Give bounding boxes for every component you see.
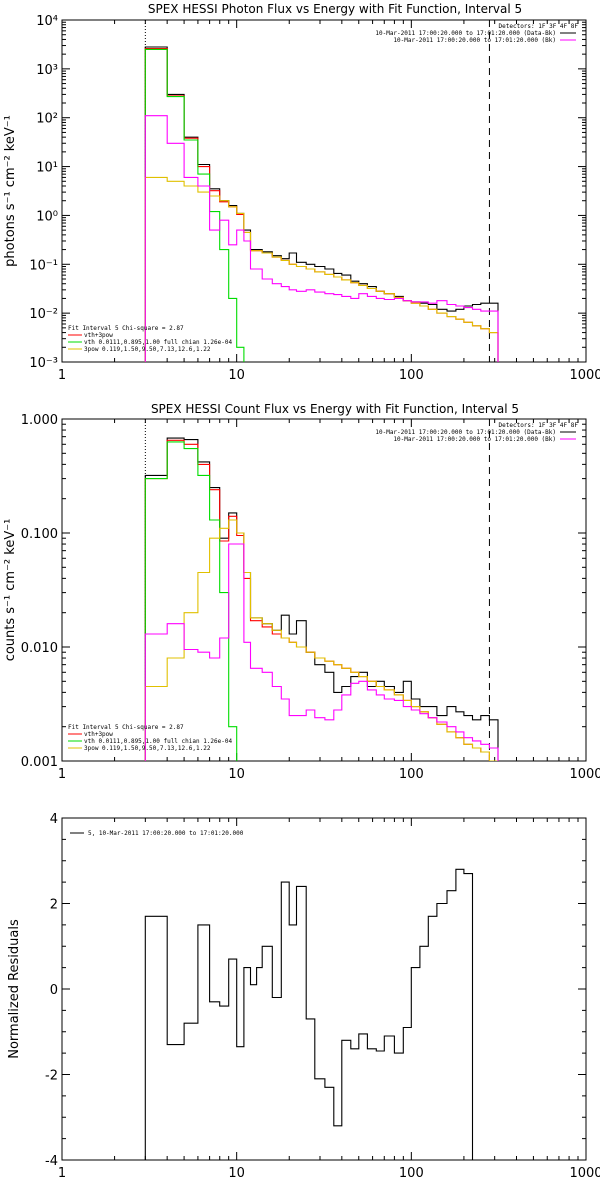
legend-left-entry: 3pow 0.119,1.50,9.50,7.13,12.6,1.22 xyxy=(84,745,211,752)
legend-right-entry: 10-Mar-2011 17:00:20.000 to 17:01:20.000… xyxy=(375,30,556,37)
x-tick-label: 10 xyxy=(228,767,245,782)
title-count-flux: SPEX HESSI Count Flux vs Energy with Fit… xyxy=(151,402,519,416)
panel-count-flux: SPEX HESSI Count Flux vs Energy with Fit… xyxy=(3,402,600,782)
y-tick-label: 0 xyxy=(50,983,58,998)
legend-left-entry: vth 0.0111,0.895,1.00 full chian 1.26e-0… xyxy=(84,339,232,346)
legend-left-entry: vth+3pow xyxy=(84,731,113,738)
legend-left-entry: Fit Interval 5 Chi-square = 2.87 xyxy=(68,724,184,731)
series-line-vth xyxy=(144,48,254,362)
y-tick-label: 10⁻¹ xyxy=(29,258,58,273)
legend-right-entry: 10-Mar-2011 17:00:20.000 to 17:01:20.000… xyxy=(393,37,556,44)
y-tick-label: 1.000 xyxy=(21,413,58,428)
legend-right-entry: 10-Mar-2011 17:00:20.000 to 17:01:20.000… xyxy=(393,436,556,443)
series-line-3pow xyxy=(144,519,498,761)
x-tick-label: 1000 xyxy=(569,767,600,782)
legend-left-entry: 3pow 0.119,1.50,9.50,7.13,12.6,1.22 xyxy=(84,346,211,353)
y-tick-label: 10³ xyxy=(36,63,58,78)
series-residuals xyxy=(144,868,474,1160)
y-tick-label: 10⁻² xyxy=(29,307,58,322)
title-photon-flux: SPEX HESSI Photon Flux vs Energy with Fi… xyxy=(148,2,522,16)
x-tick-label: 1000 xyxy=(569,368,600,383)
legend-left-entry: vth+3pow xyxy=(84,332,113,339)
y-tick-label: 10⁴ xyxy=(36,14,58,29)
ticks-photon-flux: 1 10 100 1000 10⁻³ 10⁻² 10⁻¹ 10⁰ 10¹ 10² 10³ 10⁴ xyxy=(29,14,600,383)
series-count-flux xyxy=(144,419,499,761)
series-clip-group xyxy=(144,868,474,1160)
x-tick-label: 1000 xyxy=(569,1166,600,1181)
legend-left-entry: vth 0.0111,0.895,1.00 full chian 1.26e-0… xyxy=(84,738,232,745)
series-photon-flux xyxy=(144,20,499,362)
ylabel-count-flux: counts s⁻¹ cm⁻² keV⁻¹ xyxy=(3,519,18,662)
y-tick-label: 10² xyxy=(36,112,58,127)
x-tick-label: 10 xyxy=(228,368,245,383)
y-tick-label: 0.001 xyxy=(21,755,58,770)
y-tick-label: 10⁻³ xyxy=(29,356,58,371)
legend-right-entry: Detectors: 1F 3F 4F 8F xyxy=(499,23,579,30)
axes-frame-photon-flux xyxy=(61,19,587,363)
x-tick-label: 1 xyxy=(58,1166,66,1181)
x-tick-label: 100 xyxy=(399,1166,424,1181)
series-line-vth-3pow xyxy=(144,48,499,362)
y-tick-label: 2 xyxy=(50,898,58,913)
series-clip-group xyxy=(144,46,499,362)
ticks-count-flux: 1 10 100 1000 0.001 0.010 0.100 1.000 xyxy=(21,413,600,782)
legend-right-entry: 10-Mar-2011 17:00:20.000 to 17:01:20.000… xyxy=(375,429,556,436)
y-tick-label: 10¹ xyxy=(36,161,58,176)
series-line-bk xyxy=(144,543,499,761)
x-tick-label: 100 xyxy=(399,368,424,383)
legend-right-entry: Detectors: 1F 3F 4F 8F xyxy=(499,422,579,429)
series-clip-group xyxy=(144,437,499,761)
y-tick-label: 4 xyxy=(50,812,58,827)
ylabel-residuals: Normalized Residuals xyxy=(7,919,22,1059)
ticks-residuals: 1 10 100 1000 -4 -2 0 2 4 xyxy=(45,812,600,1181)
series-line-vth xyxy=(144,441,246,761)
x-tick-label: 1 xyxy=(58,368,66,383)
x-tick-label: 10 xyxy=(228,1166,245,1181)
y-tick-label: -4 xyxy=(45,1154,58,1169)
axes-frame-count-flux xyxy=(61,418,587,762)
series-line-3pow xyxy=(144,176,499,362)
ylabel-photon-flux: photons s⁻¹ cm⁻² keV⁻¹ xyxy=(3,115,18,267)
y-tick-label: 0.010 xyxy=(21,641,58,656)
panel-photon-flux: SPEX HESSI Photon Flux vs Energy with Fi… xyxy=(3,2,600,383)
axes-frame-residuals xyxy=(61,817,587,1161)
series-line-data-bk xyxy=(144,46,499,362)
x-tick-label: 100 xyxy=(399,767,424,782)
y-tick-label: 0.100 xyxy=(21,527,58,542)
panel-residuals: Normalized Residuals 1 10 100 1000 -4 -2 0 2 4 5… xyxy=(7,812,600,1181)
series-line-bk xyxy=(144,115,499,362)
series-line-5-10-mar-2011-17-00-20-000-to-17-01-20-000 xyxy=(144,868,474,1160)
y-tick-label: -2 xyxy=(45,1069,58,1084)
x-tick-label: 1 xyxy=(58,767,66,782)
legend-left-entry: Fit Interval 5 Chi-square = 2.87 xyxy=(68,325,184,332)
y-tick-label: 10⁰ xyxy=(36,209,58,224)
legend-entry: 5, 10-Mar-2011 17:00:20.000 to 17:01:20.… xyxy=(88,830,244,837)
legend-residuals: 5, 10-Mar-2011 17:00:20.000 to 17:01:20.… xyxy=(70,830,244,837)
